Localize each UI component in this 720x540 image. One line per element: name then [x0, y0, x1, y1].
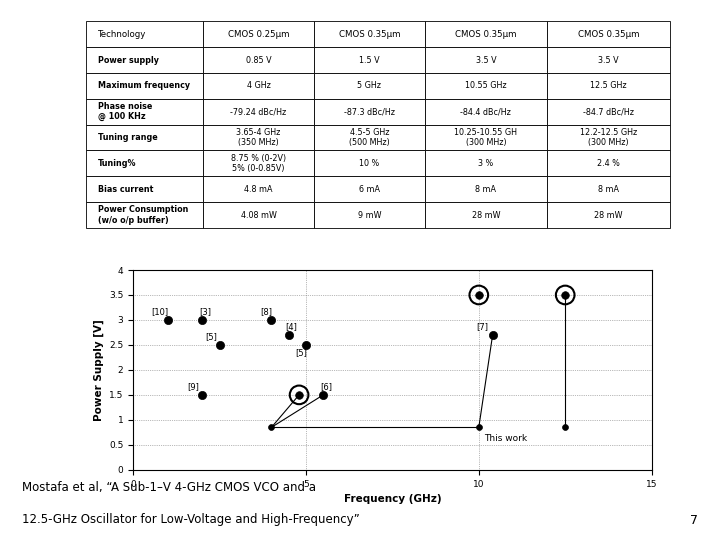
- Text: [9]: [9]: [188, 382, 199, 392]
- Point: [197, 315, 208, 324]
- Point: [197, 390, 208, 399]
- Point: [473, 423, 485, 431]
- Text: This work: This work: [484, 434, 527, 443]
- Text: [4]: [4]: [286, 322, 297, 332]
- Point: [214, 341, 225, 349]
- Point: [318, 390, 329, 399]
- Text: [6]: [6]: [320, 382, 333, 392]
- Point: [473, 291, 485, 299]
- Y-axis label: Power Supply [V]: Power Supply [V]: [94, 319, 104, 421]
- X-axis label: Frequency (GHz): Frequency (GHz): [343, 494, 441, 504]
- Text: [5]: [5]: [205, 333, 217, 341]
- Point: [283, 330, 294, 339]
- Point: [559, 291, 571, 299]
- Point: [266, 315, 277, 324]
- Text: [8]: [8]: [260, 307, 272, 316]
- Text: [5]: [5]: [295, 348, 307, 357]
- Point: [293, 390, 305, 399]
- Point: [266, 423, 277, 431]
- Text: 12.5-GHz Oscillator for Low-Voltage and High-Frequency”: 12.5-GHz Oscillator for Low-Voltage and …: [22, 514, 359, 526]
- Point: [300, 341, 312, 349]
- Point: [559, 291, 571, 299]
- Text: Mostafa et al, “A Sub-1–V 4-GHz CMOS VCO and a: Mostafa et al, “A Sub-1–V 4-GHz CMOS VCO…: [22, 481, 315, 494]
- Text: 7: 7: [690, 514, 698, 526]
- Point: [473, 291, 485, 299]
- Point: [559, 423, 571, 431]
- Text: [10]: [10]: [152, 307, 168, 316]
- Point: [162, 315, 174, 324]
- Text: [7]: [7]: [476, 322, 488, 332]
- Text: [3]: [3]: [199, 307, 211, 316]
- Point: [487, 330, 498, 339]
- Point: [293, 390, 305, 399]
